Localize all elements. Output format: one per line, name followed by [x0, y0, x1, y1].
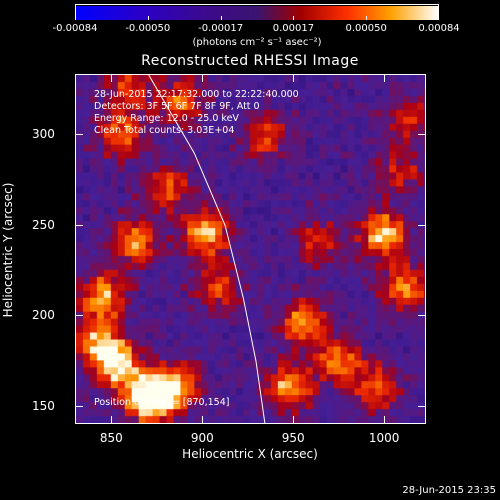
heatmap-image [76, 75, 425, 423]
limb-overlay [148, 75, 266, 423]
colorbar-unit: (photons cm⁻² s⁻¹ asec⁻²) [192, 37, 322, 48]
y-tick-label: 200 [32, 308, 55, 323]
info-energy-range: Energy Range: 12.0 - 25.0 keV [94, 113, 239, 124]
colorbar-tick-label: 0.00084 [418, 23, 460, 34]
y-tick-label: 150 [32, 398, 55, 413]
y-tick-mark [418, 405, 426, 407]
colorbar-tick-mark [75, 16, 76, 20]
colorbar-gradient [76, 6, 438, 20]
solar-limb-curve [148, 75, 266, 423]
info-clean-counts: Clean Total counts: 3.03E+04 [94, 125, 235, 136]
peak-position-label: Position of Peak = [870,154] [94, 397, 230, 408]
x-tick-label: 950 [281, 431, 305, 445]
y-tick-mark [75, 405, 83, 407]
x-tick-mark [384, 74, 386, 82]
plot-title: Reconstructed RHESSI Image [141, 53, 359, 69]
y-axis-label: Heliocentric Y (arcsec) [1, 182, 15, 318]
y-tick-mark [418, 315, 426, 317]
x-tick-mark [384, 416, 386, 424]
colorbar-tick-label: 0.00017 [272, 23, 315, 34]
y-tick-mark [75, 133, 83, 135]
x-tick-mark [202, 74, 204, 82]
info-time-range: 28-Jun-2015 22:17:32.000 to 22:22:40.000 [94, 89, 299, 100]
colorbar-tick-label: -0.00050 [125, 23, 171, 34]
colorbar [75, 4, 439, 20]
info-detectors: Detectors: 3F 5F 6F 7F 8F 9F, Att 0 [94, 101, 260, 112]
colorbar-tick-label: -0.00084 [52, 23, 98, 34]
colorbar-tick-mark [438, 16, 439, 20]
x-tick-mark [293, 416, 295, 424]
y-tick-mark [418, 224, 426, 226]
x-tick-mark [111, 416, 113, 424]
colorbar-tick-mark [147, 16, 149, 20]
plot-timestamp: 28-Jun-2015 23:35 [402, 485, 496, 496]
colorbar-tick-mark [293, 16, 295, 20]
x-tick-label: 900 [190, 431, 214, 445]
colorbar-tick-mark [366, 16, 368, 20]
x-tick-mark [293, 74, 295, 82]
x-tick-mark [202, 416, 204, 424]
x-axis-label: Heliocentric X (arcsec) [182, 447, 318, 461]
y-tick-label: 300 [32, 126, 55, 141]
colorbar-tick-mark [220, 16, 222, 20]
x-tick-mark [111, 74, 113, 82]
colorbar-tick-label: 0.00050 [345, 23, 387, 34]
x-tick-label: 1000 [368, 431, 400, 445]
y-tick-mark [75, 224, 83, 226]
colorbar-tick-label: -0.00017 [198, 23, 244, 34]
y-tick-label: 250 [32, 217, 55, 232]
x-tick-label: 850 [99, 431, 123, 445]
rhessi-image-plot[interactable]: 28-Jun-2015 22:17:32.000 to 22:22:40.000… [75, 74, 426, 424]
y-tick-mark [75, 315, 83, 317]
y-tick-mark [418, 133, 426, 135]
